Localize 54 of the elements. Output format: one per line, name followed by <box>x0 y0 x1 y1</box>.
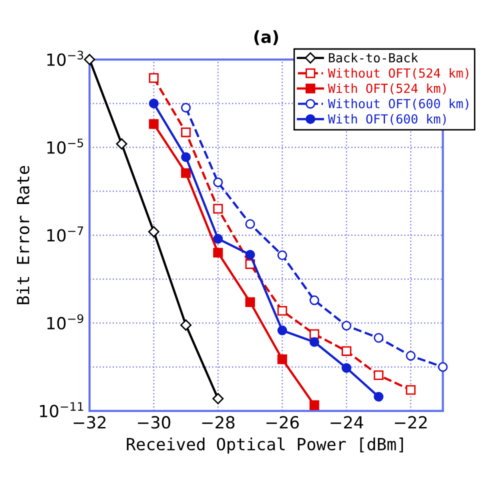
point <box>277 250 288 260</box>
point <box>181 127 191 138</box>
point <box>342 363 352 373</box>
point <box>374 370 384 380</box>
point <box>342 346 352 356</box>
x-tick-label: −32 <box>74 416 106 429</box>
point <box>148 98 159 108</box>
chart-title: (a) <box>254 30 278 46</box>
y-tick-label: 10$^{−3}$ <box>47 50 84 66</box>
point <box>181 152 191 162</box>
point <box>148 73 159 83</box>
point <box>180 319 192 331</box>
point <box>374 333 384 343</box>
legend-label: Back-to-Back <box>328 52 418 62</box>
point <box>277 326 288 336</box>
y-axis-title: Bit Error Rate <box>16 166 30 304</box>
point <box>181 102 191 113</box>
point <box>245 250 255 260</box>
point <box>342 320 352 331</box>
point <box>148 226 160 238</box>
point <box>148 119 159 129</box>
legend-label: Without OFT(524 km) <box>328 68 468 80</box>
x-tick-label: −30 <box>138 416 170 429</box>
point <box>213 177 223 188</box>
point <box>181 168 191 178</box>
x-tick-label: −24 <box>330 416 364 428</box>
legend-label: With OFT(600 km) <box>328 114 446 126</box>
x-tick-label: −26 <box>266 416 299 429</box>
point <box>406 385 416 395</box>
point <box>310 295 320 306</box>
point <box>374 392 384 402</box>
point <box>212 393 224 404</box>
legend-label: Without OFT(600 km) <box>328 98 468 110</box>
point <box>310 337 320 347</box>
x-tick-label: −28 <box>202 416 234 429</box>
legend-label: With OFT(524 km) <box>328 83 446 95</box>
point <box>277 306 288 316</box>
point <box>245 219 255 229</box>
y-tick-label: 10$^{−11}$ <box>40 402 84 418</box>
point <box>406 350 416 361</box>
y-tick-label: 10$^{−5}$ <box>47 138 84 154</box>
point <box>438 362 448 372</box>
point <box>213 204 223 214</box>
point <box>277 354 288 364</box>
point <box>84 54 96 66</box>
point <box>213 234 223 244</box>
x-axis-title: Received Optical Power [dBm] <box>126 437 403 454</box>
point <box>213 248 223 258</box>
point <box>245 297 255 307</box>
point <box>310 400 320 410</box>
y-tick-label: 10$^{−9}$ <box>47 314 84 330</box>
x-tick-label: −22 <box>394 416 427 428</box>
y-tick-label: 10$^{−7}$ <box>47 226 84 242</box>
point <box>116 138 128 150</box>
